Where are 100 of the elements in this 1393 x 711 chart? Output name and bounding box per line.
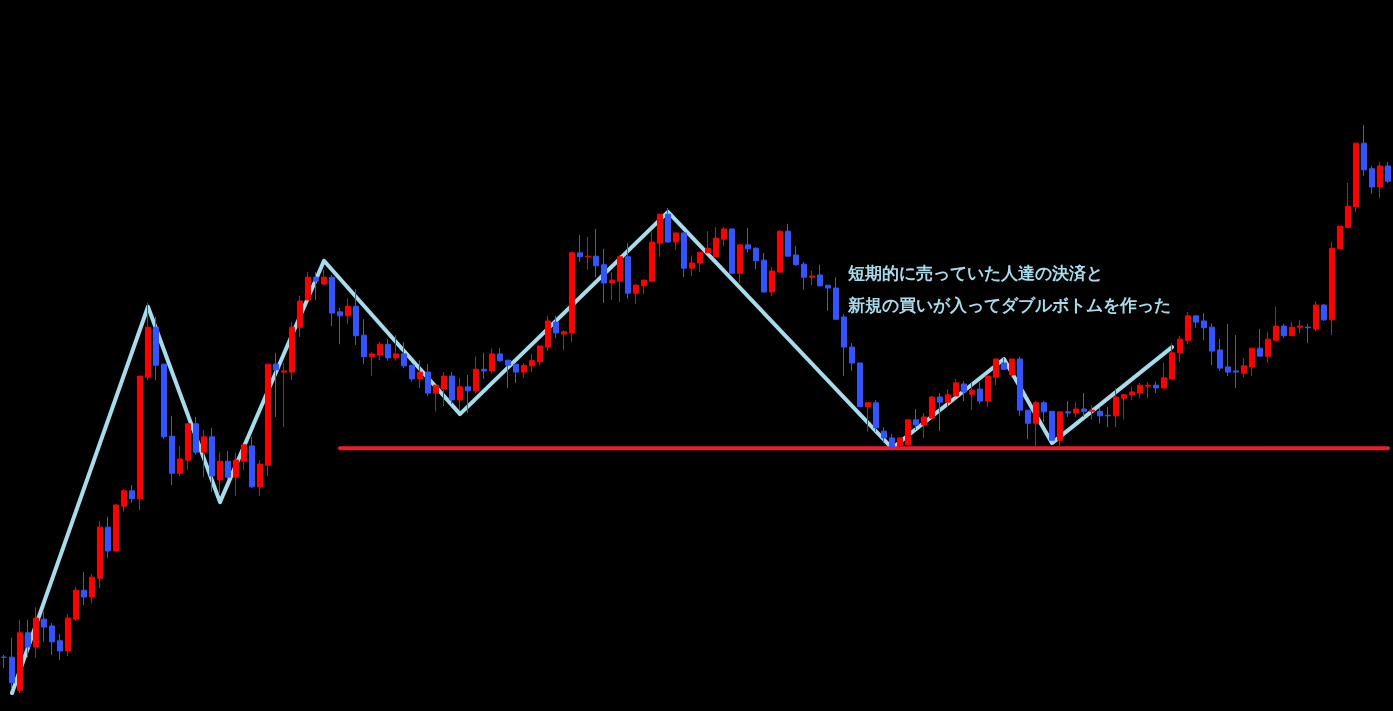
candlestick bbox=[369, 351, 375, 377]
candlestick bbox=[1225, 323, 1231, 377]
candlestick bbox=[1001, 357, 1007, 371]
candlestick bbox=[1305, 323, 1311, 344]
candlestick bbox=[281, 362, 287, 428]
candlestick bbox=[665, 207, 671, 244]
candlestick bbox=[609, 271, 615, 301]
candlestick bbox=[129, 484, 135, 504]
candlestick bbox=[641, 279, 647, 295]
candlestick bbox=[289, 321, 295, 381]
candlestick bbox=[265, 363, 271, 477]
candlestick bbox=[449, 371, 455, 405]
candlestick bbox=[393, 334, 399, 362]
candlestick bbox=[841, 313, 847, 377]
candlestick bbox=[457, 377, 463, 411]
candlestick bbox=[817, 264, 823, 288]
candlestick bbox=[417, 359, 423, 389]
annotation: 新規の買いが入ってダブルボトムを作った bbox=[847, 294, 1171, 315]
candlestick bbox=[505, 359, 511, 389]
candlestick bbox=[1273, 306, 1279, 342]
candlestick bbox=[569, 251, 575, 343]
candlestick bbox=[337, 307, 343, 345]
candlestick bbox=[745, 227, 751, 254]
candlestick bbox=[1329, 241, 1335, 336]
candlestick bbox=[1129, 386, 1135, 401]
candlestick bbox=[545, 315, 551, 352]
candlestick bbox=[937, 392, 943, 432]
candlestick bbox=[513, 363, 519, 384]
candlestick bbox=[1153, 381, 1159, 394]
candlestick bbox=[593, 228, 599, 278]
candlestick bbox=[785, 223, 791, 257]
candlestick bbox=[273, 352, 279, 418]
candlestick bbox=[1145, 381, 1151, 399]
candlestick bbox=[625, 242, 631, 300]
candlestick bbox=[65, 613, 71, 657]
candlestick bbox=[521, 362, 527, 379]
candlestick bbox=[865, 402, 871, 433]
candlestick bbox=[897, 437, 903, 449]
candlestick bbox=[377, 341, 383, 361]
candlestick bbox=[409, 364, 415, 383]
candlestick bbox=[1025, 409, 1031, 440]
candlestick bbox=[81, 571, 87, 606]
candlestick bbox=[1121, 393, 1127, 420]
candlestick bbox=[585, 236, 591, 271]
candlestick bbox=[681, 232, 687, 278]
candlestick bbox=[1361, 124, 1367, 177]
candlestick bbox=[825, 284, 831, 312]
candlestick bbox=[1249, 347, 1255, 377]
candlestick bbox=[969, 382, 975, 411]
candlestick bbox=[649, 231, 655, 283]
candlestick bbox=[761, 252, 767, 293]
candlestick bbox=[113, 503, 119, 552]
candlestick bbox=[793, 245, 799, 267]
candlestick bbox=[1073, 401, 1079, 418]
candlestick bbox=[713, 226, 719, 258]
candlestick bbox=[473, 356, 479, 394]
candlestick bbox=[25, 619, 31, 658]
candlestick bbox=[41, 611, 47, 643]
candlestick bbox=[185, 423, 191, 471]
candlestick bbox=[1057, 411, 1063, 447]
candlestick bbox=[241, 444, 247, 471]
candlestick bbox=[121, 488, 127, 513]
candlestick bbox=[1193, 315, 1199, 329]
candlestick bbox=[529, 353, 535, 373]
candlestick bbox=[889, 433, 895, 449]
candlestick bbox=[57, 633, 63, 661]
candlestick bbox=[1385, 161, 1391, 184]
candlestick bbox=[465, 374, 471, 414]
candlestick bbox=[753, 246, 759, 270]
candlestick bbox=[801, 261, 807, 291]
candlestick bbox=[697, 251, 703, 273]
candlestick bbox=[169, 415, 175, 486]
candlestick bbox=[1265, 331, 1271, 364]
candlestick bbox=[577, 234, 583, 263]
candlestick bbox=[97, 520, 103, 589]
candlestick bbox=[657, 213, 663, 258]
candlestick bbox=[809, 270, 815, 286]
candlestick bbox=[857, 362, 863, 408]
candlestick bbox=[961, 380, 967, 402]
candlestick bbox=[985, 375, 991, 408]
candlestick bbox=[401, 341, 407, 369]
candlestick bbox=[561, 329, 567, 351]
candlestick bbox=[1233, 334, 1239, 389]
candlestick bbox=[873, 399, 879, 433]
candlestick bbox=[705, 230, 711, 254]
candlestick bbox=[297, 295, 303, 338]
candlestick bbox=[209, 427, 215, 493]
candlestick bbox=[993, 358, 999, 386]
candlestick bbox=[777, 229, 783, 273]
candlestick bbox=[913, 408, 919, 431]
candlestick bbox=[769, 266, 775, 297]
candlestick bbox=[1321, 303, 1327, 322]
candlestick bbox=[1241, 357, 1247, 378]
candlestick bbox=[345, 297, 351, 325]
candlestick bbox=[921, 412, 927, 439]
candlestick bbox=[153, 316, 159, 381]
candlestick bbox=[193, 416, 199, 456]
candlestick bbox=[89, 573, 95, 604]
candlestick bbox=[177, 445, 183, 477]
candlestick bbox=[601, 248, 607, 304]
